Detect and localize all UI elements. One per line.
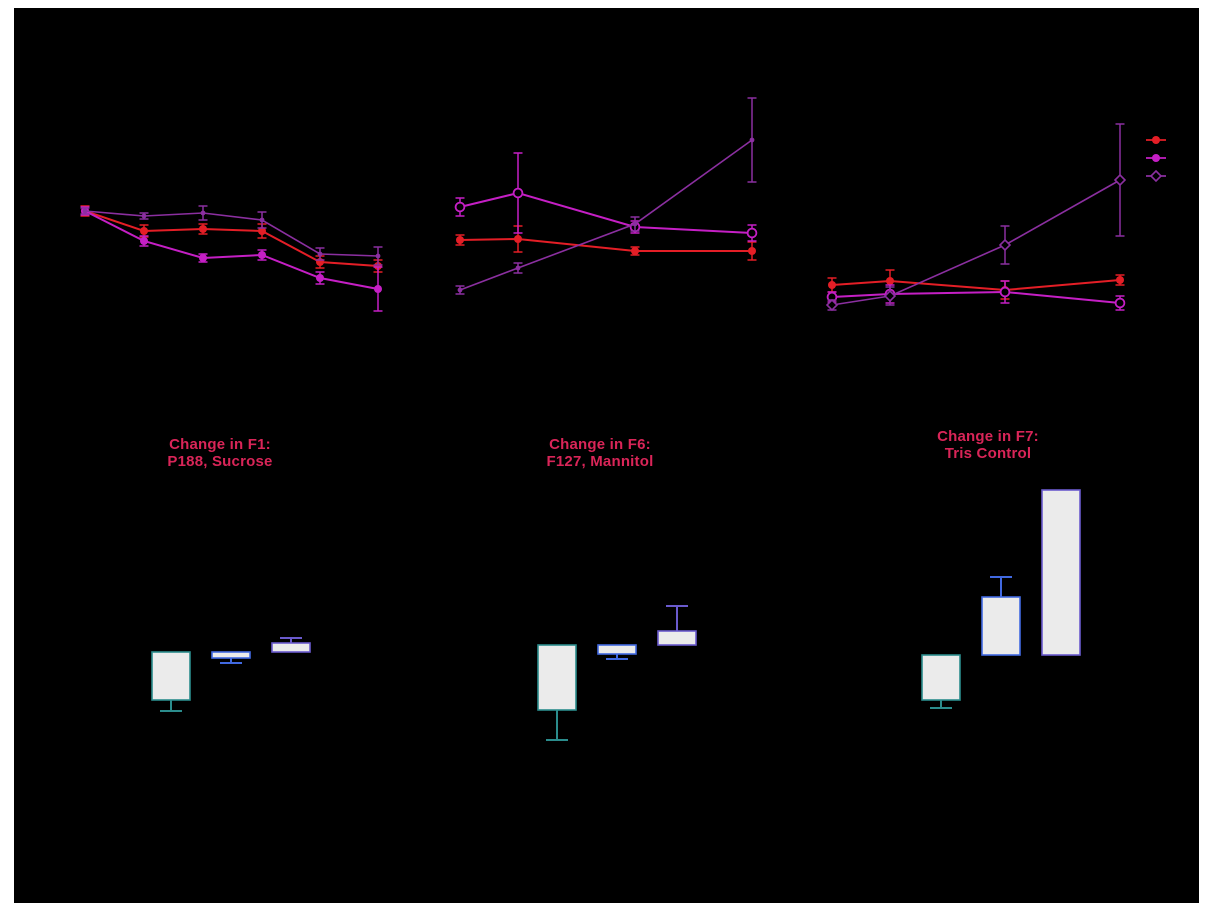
- title-line: Change in F6:: [549, 436, 651, 453]
- bar-chart-title-f7: Change in F7: Tris Control: [898, 428, 1078, 462]
- title-line: Change in F1:: [169, 436, 271, 453]
- bar-chart-title-f1: Change in F1: P188, Sucrose: [130, 436, 310, 470]
- title-line: Change in F7:: [937, 428, 1039, 445]
- bar-chart-title-f6: Change in F6: F127, Mannitol: [510, 436, 690, 470]
- title-line: F127, Mannitol: [546, 453, 654, 470]
- title-line: Tris Control: [944, 445, 1032, 462]
- title-line: P188, Sucrose: [167, 453, 273, 470]
